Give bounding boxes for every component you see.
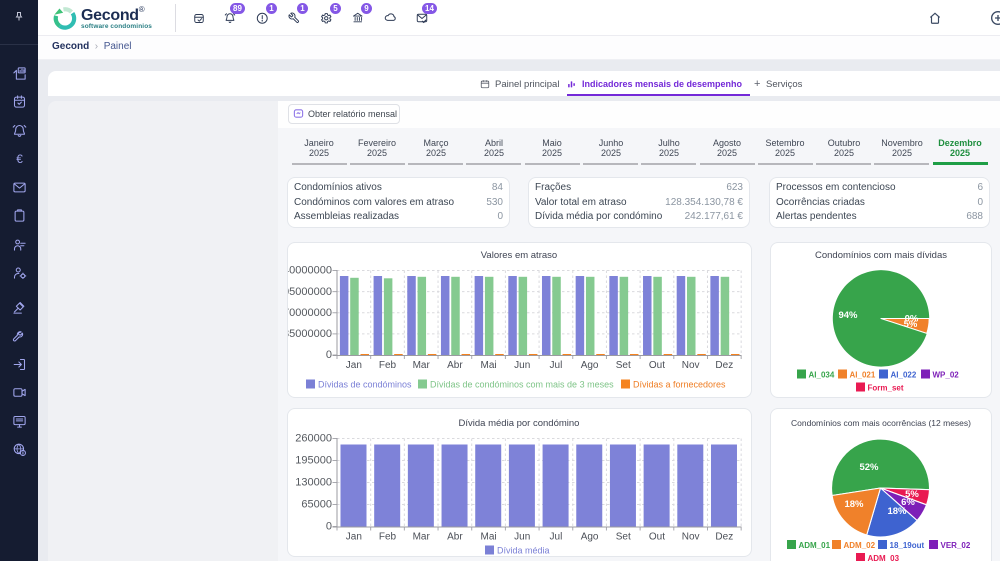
- svg-text:5%: 5%: [904, 319, 918, 330]
- svg-text:Dívida média: Dívida média: [497, 546, 550, 556]
- svg-text:AI_022: AI_022: [891, 371, 917, 380]
- svg-text:18%: 18%: [887, 506, 907, 517]
- svg-text:Jun: Jun: [514, 360, 530, 371]
- svg-text:Jun: Jun: [514, 532, 530, 543]
- svg-text:Out: Out: [649, 360, 665, 371]
- svg-text:Set: Set: [616, 532, 631, 543]
- svg-text:Mai: Mai: [480, 532, 496, 543]
- svg-text:Dez: Dez: [715, 360, 733, 371]
- svg-text:Feb: Feb: [379, 360, 397, 371]
- svg-text:140000000: 140000000: [288, 265, 332, 277]
- svg-text:Nov: Nov: [682, 532, 700, 543]
- svg-text:94%: 94%: [838, 310, 858, 321]
- svg-text:5%: 5%: [905, 489, 919, 500]
- svg-text:Dívidas de condóminos com mais: Dívidas de condóminos com mais de 3 mese…: [430, 380, 614, 390]
- svg-text:18%: 18%: [844, 499, 864, 510]
- svg-text:Ago: Ago: [581, 360, 599, 371]
- svg-text:35000000: 35000000: [288, 328, 332, 340]
- svg-text:6%: 6%: [901, 497, 915, 508]
- svg-text:Mai: Mai: [480, 360, 496, 371]
- svg-text:Ago: Ago: [581, 532, 599, 543]
- svg-text:Jan: Jan: [346, 360, 362, 371]
- svg-text:Condomínios com mais dívidas: Condomínios com mais dívidas: [815, 250, 947, 261]
- svg-text:0: 0: [326, 521, 332, 533]
- svg-text:€: €: [16, 152, 23, 166]
- svg-text:195000: 195000: [295, 455, 332, 467]
- svg-text:Dívidas de condóminos: Dívidas de condóminos: [318, 380, 412, 390]
- svg-text:Feb: Feb: [379, 532, 397, 543]
- svg-text:260000: 260000: [295, 433, 332, 445]
- svg-text:Dívidas a fornecedores: Dívidas a fornecedores: [633, 380, 726, 390]
- svg-text:Dívida média por condómino: Dívida média por condómino: [459, 418, 580, 429]
- svg-text:WP_02: WP_02: [933, 371, 960, 380]
- svg-text:105000000: 105000000: [288, 286, 332, 298]
- svg-text:Valores em atraso: Valores em atraso: [481, 250, 557, 261]
- svg-text:70000000: 70000000: [288, 307, 332, 319]
- svg-text:ADM_03: ADM_03: [868, 554, 900, 561]
- svg-text:Form_set: Form_set: [868, 384, 904, 393]
- svg-text:52%: 52%: [859, 462, 879, 473]
- svg-text:18_19out: 18_19out: [890, 541, 925, 550]
- svg-text:Jan: Jan: [346, 532, 362, 543]
- svg-text:Jul: Jul: [550, 360, 563, 371]
- svg-text:0%: 0%: [905, 314, 919, 325]
- svg-text:AI_034: AI_034: [809, 371, 835, 380]
- svg-text:ADM_02: ADM_02: [844, 541, 876, 550]
- svg-text:Mar: Mar: [413, 532, 431, 543]
- svg-text:0: 0: [326, 349, 332, 361]
- svg-text:Out: Out: [649, 532, 665, 543]
- svg-text:Condomínios com mais ocorrênci: Condomínios com mais ocorrências (12 mes…: [791, 418, 971, 428]
- svg-text:130000: 130000: [295, 477, 332, 489]
- svg-text:Mar: Mar: [413, 360, 431, 371]
- svg-text:Set: Set: [616, 360, 631, 371]
- svg-text:ADM_01: ADM_01: [799, 541, 831, 550]
- svg-text:VER_02: VER_02: [941, 541, 971, 550]
- svg-text:Dez: Dez: [715, 532, 733, 543]
- svg-text:Nov: Nov: [682, 360, 700, 371]
- svg-text:AI_021: AI_021: [850, 371, 876, 380]
- svg-text:Abr: Abr: [447, 360, 463, 371]
- svg-text:65000: 65000: [301, 499, 332, 511]
- svg-text:Abr: Abr: [447, 532, 463, 543]
- svg-text:Jul: Jul: [550, 532, 563, 543]
